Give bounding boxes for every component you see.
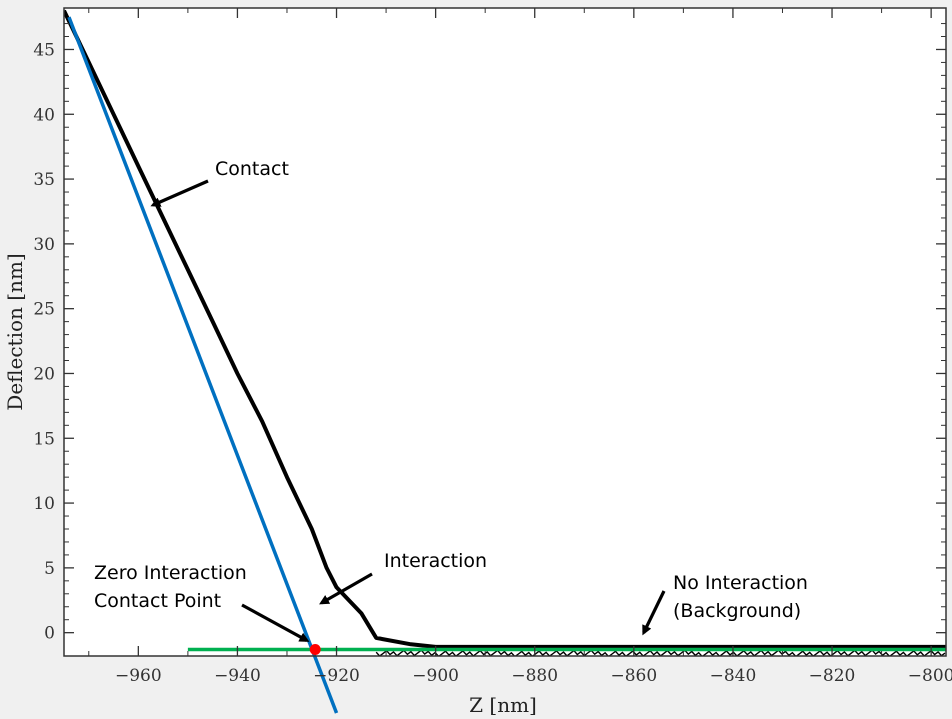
annotation-interaction-text: Interaction: [384, 550, 487, 572]
x-tick-label: −940: [214, 666, 261, 686]
contact-point-marker: [309, 644, 321, 656]
x-tick-label: −840: [710, 666, 757, 686]
y-tick-label: 25: [33, 300, 55, 320]
annotation-zero-text: Contact Point: [94, 590, 221, 612]
annotation-contact-arrow: [150, 179, 209, 207]
annotation-interaction-arrow: [319, 572, 373, 605]
contact-fit-line: [67, 16, 339, 714]
x-tick-label: −900: [412, 666, 459, 686]
x-tick-label: −960: [115, 666, 162, 686]
annotation-zero-text: Zero Interaction: [94, 562, 247, 584]
annotation-zero-arrow: [241, 603, 310, 642]
ticks-layer: −960 −940 −920 −900 −880 −860 −840 −820 −800 0 5 10…: [33, 8, 952, 686]
x-axis-title: Z [nm]: [469, 693, 537, 717]
annotation-background-text: (Background): [673, 600, 801, 622]
y-tick-label: 20: [33, 364, 55, 384]
annotation-background-text: No Interaction: [673, 572, 808, 594]
annotation-background-arrow: [642, 590, 666, 636]
y-axis-title: Deflection [nm]: [3, 253, 27, 410]
overflow-layer: [67, 16, 339, 714]
y-tick-label: 30: [33, 235, 55, 255]
y-tick-label: 35: [33, 170, 55, 190]
annotations-layer: Contact Interaction Zero Interaction Contac…: [94, 158, 808, 642]
x-tick-label: −920: [313, 666, 360, 686]
y-tick-label: 45: [33, 40, 55, 60]
x-tick-label: −820: [809, 666, 856, 686]
y-tick-label: 15: [33, 429, 55, 449]
x-tick-label: −880: [511, 666, 558, 686]
measured-curve: [64, 9, 946, 649]
y-tick-label: 40: [33, 105, 55, 125]
y-tick-label: 5: [44, 559, 55, 579]
y-tick-label: 10: [33, 494, 55, 514]
plot-frame: [63, 7, 947, 657]
plot-area: [64, 8, 946, 656]
x-tick-label: −860: [610, 666, 657, 686]
x-tick-label: −800: [908, 666, 952, 686]
annotation-contact-text: Contact: [215, 158, 289, 180]
y-tick-label: 0: [44, 624, 55, 644]
